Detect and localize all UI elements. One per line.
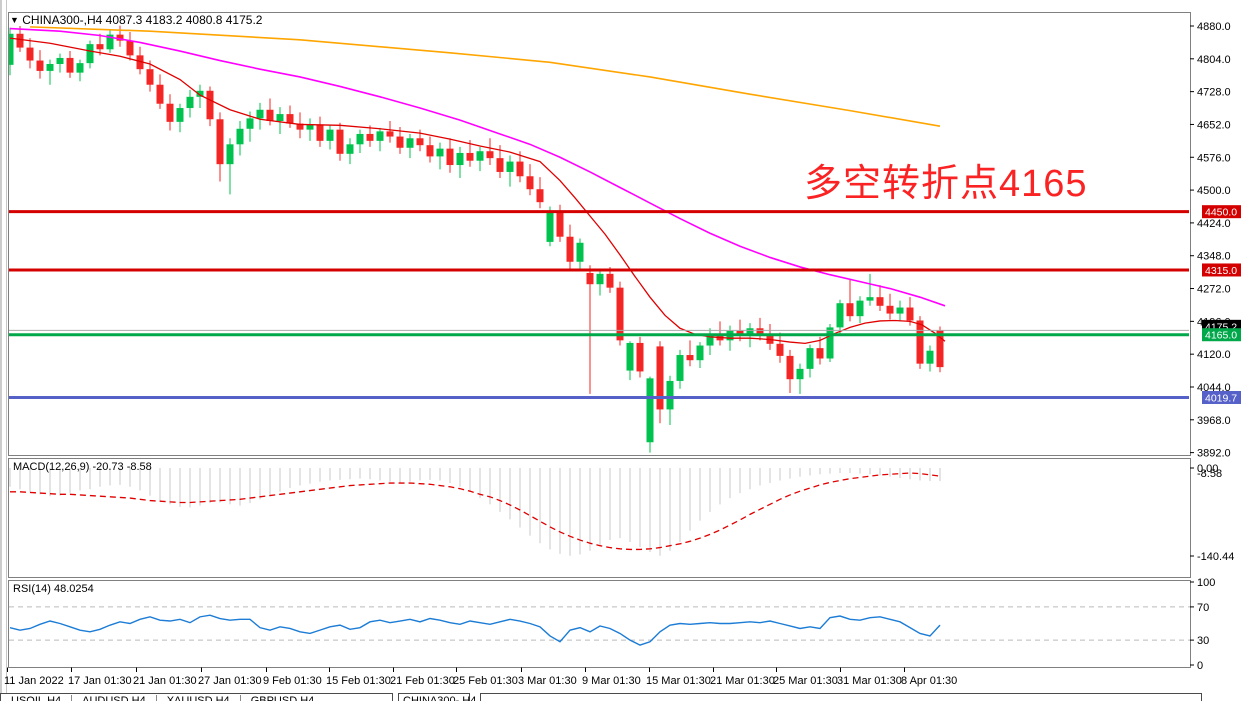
chart-tab[interactable]: GBPUSD,H4 (250, 695, 315, 701)
time-axis-label: 21 Feb 01:30 (390, 675, 455, 687)
chart-tab[interactable]: USOIL,H4 (1, 695, 73, 701)
time-axis-label: 8 Apr 01:30 (901, 675, 957, 687)
price-badge: 4165.0 (1202, 328, 1241, 342)
chart-title: ▼ CHINA300-,H4 4087.3 4183.2 4080.8 4175… (10, 13, 262, 27)
time-axis-label: 25 Mar 01:30 (773, 675, 838, 687)
price-axis-label: 4880.0 (1197, 21, 1231, 33)
macd-axis-label: -140.44 (1197, 551, 1234, 563)
price-axis-label: 4804.0 (1197, 54, 1231, 66)
rsi-axis-label: 100 (1197, 577, 1215, 589)
price-plot-layer (9, 25, 1189, 453)
rsi-axis-label: 0 (1197, 660, 1203, 672)
time-axis-label: 9 Mar 01:30 (582, 675, 641, 687)
price-badge: 4019.7 (1202, 390, 1241, 404)
slow-ma-orange (29, 26, 941, 127)
svg-text:4315.0: 4315.0 (1205, 265, 1237, 277)
time-axis-label: 11 Jan 2022 (4, 675, 64, 687)
time-axis-label: 21 Jan 01:30 (133, 675, 197, 687)
chart-tab-active[interactable]: CHINA300-,H4 (398, 693, 476, 701)
rsi-line (9, 614, 941, 646)
time-axis-label: 17 Jan 01:30 (68, 675, 132, 687)
chart-tab-group[interactable]: USOIL,H4 AUDUSD,H4 XAUUSD,H4 GBPUSD,H4 (0, 693, 393, 701)
symbol-dropdown-icon[interactable]: ▼ (10, 15, 19, 25)
price-axis-label: 4652.0 (1197, 119, 1231, 131)
price-badge: 4450.0 (1202, 205, 1241, 219)
time-axis-label: 15 Mar 01:30 (646, 675, 711, 687)
chart-window-tabs: USOIL,H4 AUDUSD,H4 XAUUSD,H4 GBPUSD,H4 C… (0, 693, 1241, 701)
symbol-timeframe: CHINA300-,H4 (22, 13, 103, 27)
rsi-axis-label: 70 (1197, 602, 1209, 614)
price-axis-label: 4576.0 (1197, 152, 1231, 164)
time-axis-label: 9 Feb 01:30 (263, 675, 322, 687)
time-axis-label: 15 Feb 01:30 (326, 675, 391, 687)
svg-text:4165.0: 4165.0 (1205, 330, 1237, 342)
time-axis-label: 21 Mar 01:30 (710, 675, 775, 687)
time-axis-label: 31 Mar 01:30 (837, 675, 902, 687)
chart-tab[interactable]: AUDUSD,H4 (72, 695, 157, 701)
rsi-indicator-label: RSI(14) 48.0254 (13, 583, 94, 595)
chart-tab-active-label: CHINA300-,H4 (403, 695, 477, 701)
macd-layer (9, 468, 941, 556)
price-axis-label: 4272.0 (1197, 284, 1231, 296)
price-axis-label: 4348.0 (1197, 251, 1231, 263)
price-badge: 4315.0 (1202, 263, 1241, 277)
price-axis-label: 4500.0 (1197, 185, 1231, 197)
price-axis-label: 3968.0 (1197, 415, 1231, 427)
ohlc-values: 4087.3 4183.2 4080.8 4175.2 (105, 13, 263, 27)
candles-layer (9, 25, 944, 453)
fast-ma-red (9, 37, 946, 345)
time-axis-label: 27 Jan 01:30 (198, 675, 262, 687)
rsi-layer (9, 606, 1190, 646)
price-axis-label: 4120.0 (1197, 349, 1231, 361)
chart-tab-empty[interactable] (480, 693, 1202, 701)
svg-text:4019.7: 4019.7 (1205, 392, 1237, 404)
price-axis-label: 3892.0 (1197, 448, 1231, 460)
svg-text:4450.0: 4450.0 (1205, 207, 1237, 219)
macd-axis-label: -8.58 (1197, 468, 1222, 480)
price-axis-label: 4424.0 (1197, 218, 1231, 230)
rsi-axis-label: 30 (1197, 635, 1209, 647)
macd-signal-line (10, 472, 941, 551)
time-axis-label: 3 Mar 01:30 (518, 675, 577, 687)
price-axis-label: 4728.0 (1197, 87, 1231, 99)
macd-axis-label: 0.00 (1197, 463, 1218, 475)
macd-indicator-label: MACD(12,26,9) -20.73 -8.58 (13, 461, 152, 473)
chart-annotation-text: 多空转折点4165 (804, 163, 1088, 205)
chart-tab[interactable]: XAUUSD,H4 (157, 695, 241, 701)
time-axis-label: 25 Feb 01:30 (453, 675, 518, 687)
